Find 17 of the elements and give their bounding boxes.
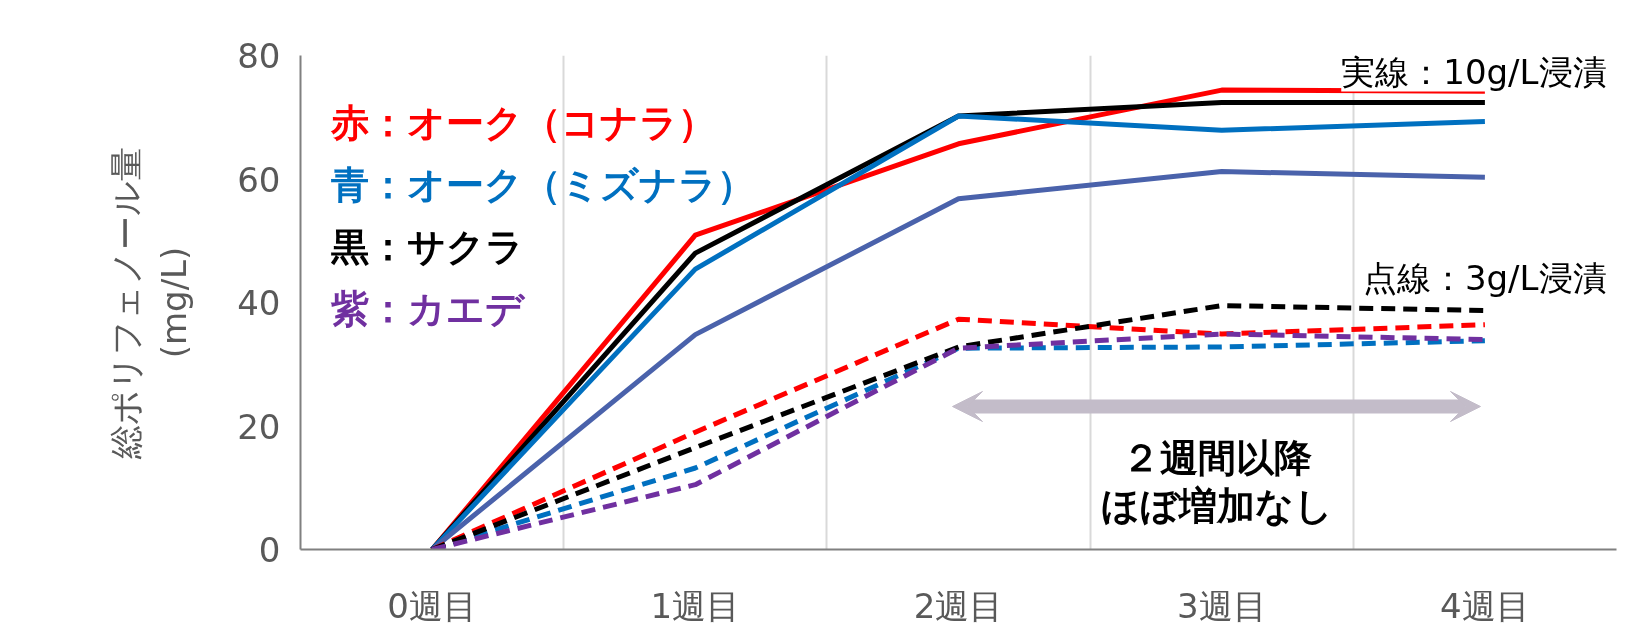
text: 赤：オーク（コナラ） — [329, 100, 716, 145]
y-tick-label: 0 — [258, 530, 281, 570]
x-tick-label: 2週目 — [913, 585, 1004, 626]
annotation: ２週間以降ほぼ増加なし — [1100, 435, 1333, 528]
x-tick-label: 3週目 — [1176, 585, 1267, 626]
y-axis-title: 総ポリフェノール量 (mg/L) — [106, 146, 195, 460]
x-tick-label: 0週目 — [387, 585, 477, 626]
y-tick-label: 60 — [237, 159, 281, 200]
text: 紫：カエデ — [329, 286, 526, 331]
y-tick-label: 40 — [237, 283, 281, 323]
annotation: 点線：3g/L浸漬 — [1362, 257, 1607, 298]
x-tick-label: 4週目 — [1440, 585, 1530, 626]
y-tick-label: 80 — [237, 36, 281, 76]
x-tick-label: 1週目 — [650, 585, 741, 626]
text: 青：オーク（ミズナラ） — [329, 162, 755, 207]
y-tick-label: 20 — [237, 406, 281, 447]
text: 黒：サクラ — [329, 224, 524, 269]
